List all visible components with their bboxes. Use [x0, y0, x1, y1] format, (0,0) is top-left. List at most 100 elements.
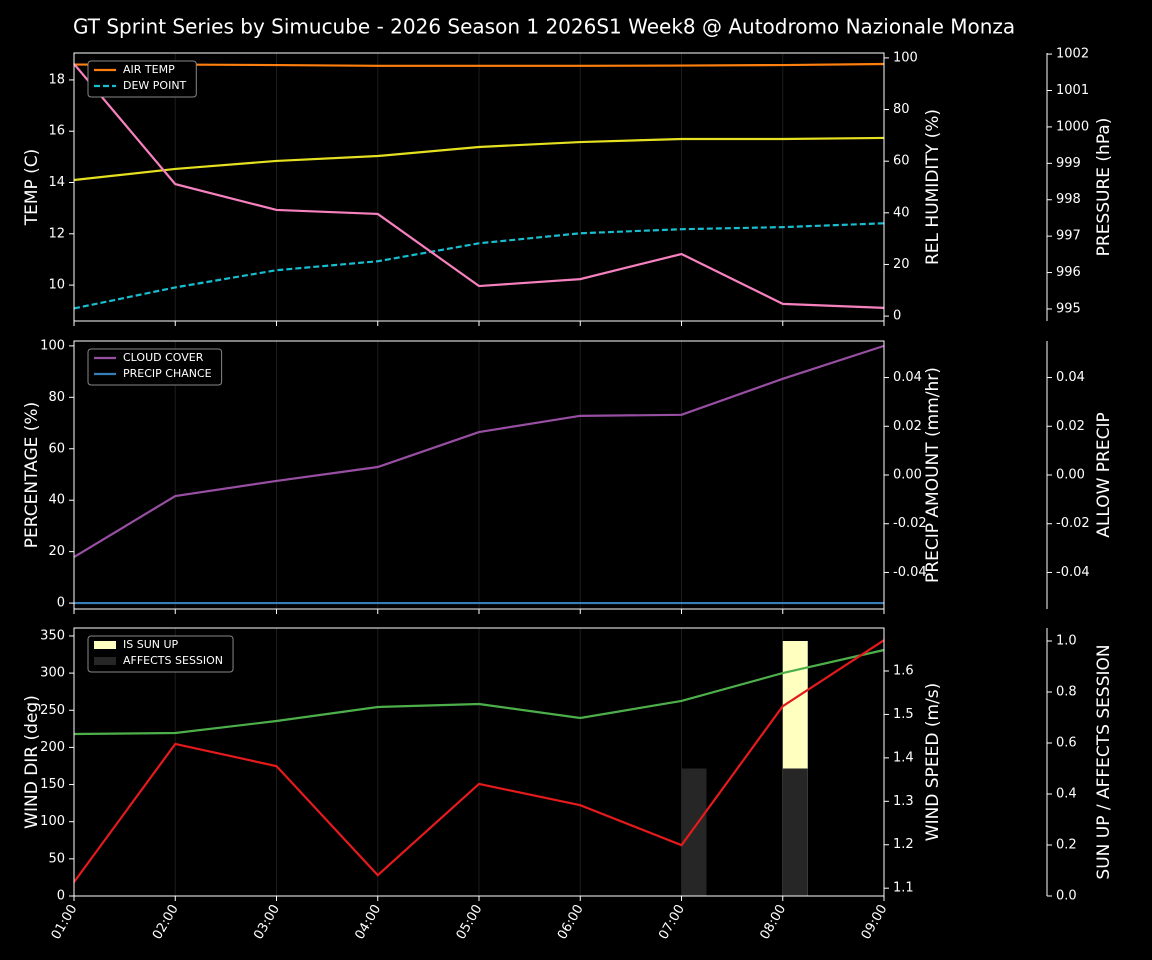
y2-tick-label: 20 — [893, 257, 910, 272]
x-tick-label: 01:00 — [49, 902, 81, 942]
y-tick-label: 200 — [40, 740, 65, 755]
y3-tick-label: 1002 — [1056, 47, 1089, 62]
bar — [782, 768, 808, 896]
y-axis-label: WIND DIR (deg) — [22, 695, 42, 829]
y-tick-label: 18 — [48, 72, 65, 87]
y3-tick-label: 0.0 — [1056, 889, 1077, 904]
y-tick-label: 12 — [48, 226, 65, 241]
y-tick-label: 300 — [40, 666, 65, 681]
y-tick-label: 14 — [48, 175, 65, 190]
y3-tick-label: 0.6 — [1056, 736, 1077, 751]
y2-tick-label: -0.02 — [893, 516, 927, 531]
legend-swatch — [94, 657, 116, 665]
legend-label: DEW POINT — [123, 79, 187, 92]
y-tick-label: 150 — [40, 777, 65, 792]
y2-tick-label: 40 — [893, 205, 910, 220]
y3-tick-label: 995 — [1056, 301, 1081, 316]
y3-tick-label: 0.8 — [1056, 685, 1077, 700]
y-axis-label: PERCENTAGE (%) — [22, 402, 42, 548]
legend-label: CLOUD COVER — [123, 351, 204, 364]
y-tick-label: 10 — [48, 278, 65, 293]
x-tick-label: 02:00 — [150, 902, 182, 942]
legend-swatch — [94, 641, 116, 649]
y-tick-label: 100 — [40, 338, 65, 353]
y2-axis-label: REL HUMIDITY (%) — [923, 109, 943, 265]
y3-tick-label: 0.00 — [1056, 468, 1085, 483]
y-tick-label: 50 — [48, 851, 65, 866]
y3-axis-label: PRESSURE (hPa) — [1094, 118, 1114, 257]
y2-tick-label: 80 — [893, 102, 910, 117]
x-tick-label: 06:00 — [555, 902, 587, 942]
y-tick-label: 250 — [40, 703, 65, 718]
y3-axis-label: SUN UP / AFFECTS SESSION — [1094, 644, 1114, 879]
y2-axis-label: WIND SPEED (m/s) — [923, 683, 943, 841]
plot-frame — [73, 340, 885, 610]
y-tick-label: 350 — [40, 628, 65, 643]
y3-tick-label: 1001 — [1056, 83, 1089, 98]
x-tick-label: 09:00 — [859, 902, 891, 942]
legend-box — [87, 348, 223, 386]
y3-axis-label: ALLOW PRECIP — [1094, 412, 1114, 538]
y2-tick-label: 1.1 — [893, 881, 914, 896]
y2-tick-label: 1.4 — [893, 750, 914, 765]
y3-tick-label: 0.04 — [1056, 370, 1085, 385]
y2-tick-label: -0.04 — [893, 565, 927, 580]
y3-tick-label: 0.02 — [1056, 419, 1085, 434]
y-tick-label: 0 — [57, 889, 65, 904]
x-tick-label: 08:00 — [758, 902, 790, 942]
legend-label: AIR TEMP — [123, 63, 175, 76]
x-tick-label: 04:00 — [353, 902, 385, 942]
y3-tick-label: 0.4 — [1056, 787, 1077, 802]
bar — [681, 768, 707, 896]
x-tick-label: 07:00 — [656, 902, 688, 942]
y2-tick-label: 0 — [893, 309, 901, 324]
y2-tick-label: 0.04 — [893, 370, 922, 385]
chart-title: GT Sprint Series by Simucube - 2026 Seas… — [73, 15, 1015, 39]
y3-tick-label: 997 — [1056, 229, 1081, 244]
y2-tick-label: 1.5 — [893, 707, 914, 722]
y-tick-label: 20 — [48, 544, 65, 559]
legend-label: IS SUN UP — [123, 638, 179, 651]
series-line — [73, 648, 885, 736]
x-tick-label: 03:00 — [251, 902, 283, 942]
y-tick-label: 0 — [57, 596, 65, 611]
y-tick-label: 100 — [40, 814, 65, 829]
series-line — [74, 62, 885, 67]
y-axis-label: TEMP (C) — [22, 149, 42, 227]
plot-frame — [73, 627, 885, 897]
x-tick-label: 05:00 — [454, 902, 486, 942]
y-tick-label: 80 — [48, 390, 65, 405]
y2-axis-label: PRECIP AMOUNT (mm/hr) — [923, 367, 943, 583]
y-tick-label: 16 — [48, 124, 65, 139]
series-line — [73, 222, 885, 310]
legend-label: AFFECTS SESSION — [123, 654, 223, 667]
y3-tick-label: -0.02 — [1056, 516, 1090, 531]
legend: AIR TEMP DEW POINT — [87, 60, 197, 98]
y2-tick-label: 0.00 — [893, 468, 922, 483]
y3-tick-label: 1000 — [1056, 119, 1089, 134]
y3-tick-label: 1.0 — [1056, 634, 1077, 649]
y3-tick-label: 0.2 — [1056, 838, 1077, 853]
y3-tick-label: 999 — [1056, 156, 1081, 171]
y3-tick-label: 996 — [1056, 265, 1081, 280]
legend: IS SUN UP AFFECTS SESSION — [87, 635, 234, 673]
legend: CLOUD COVER PRECIP CHANCE — [87, 348, 223, 386]
series-line — [73, 136, 885, 182]
y2-tick-label: 1.6 — [893, 664, 914, 679]
y2-tick-label: 100 — [893, 50, 918, 65]
series-line — [73, 344, 885, 558]
legend-box — [87, 635, 234, 673]
legend-label: PRECIP CHANCE — [123, 367, 212, 380]
plot-frame — [73, 52, 885, 322]
y2-tick-label: 1.3 — [893, 794, 914, 809]
series-line — [73, 63, 885, 309]
y-tick-label: 60 — [48, 441, 65, 456]
y2-tick-label: 0.02 — [893, 419, 922, 434]
y2-tick-label: 1.2 — [893, 837, 914, 852]
series-line — [73, 639, 885, 883]
y3-tick-label: 998 — [1056, 192, 1081, 207]
y2-tick-label: 60 — [893, 154, 910, 169]
y3-tick-label: -0.04 — [1056, 565, 1090, 580]
